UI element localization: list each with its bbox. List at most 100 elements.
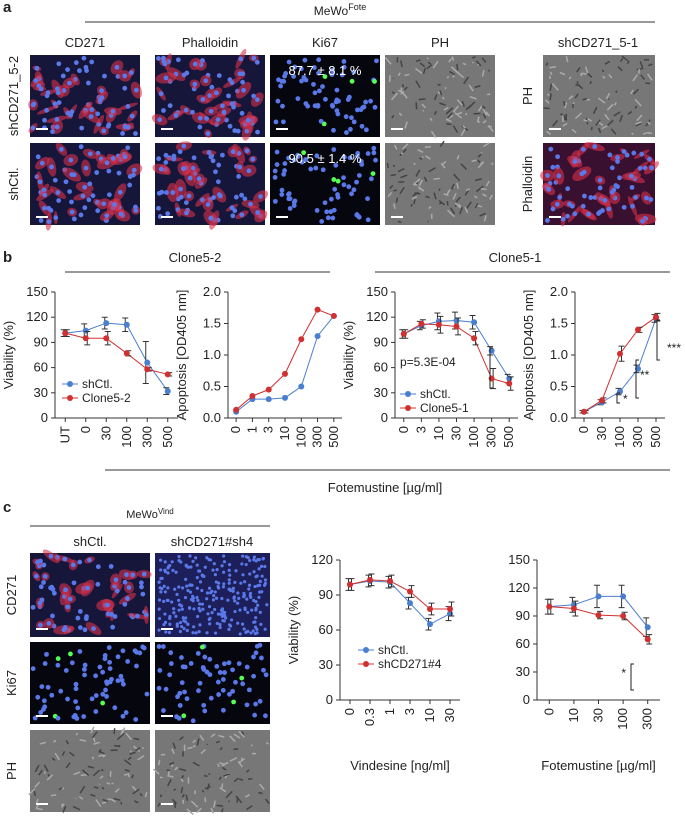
nucleus — [638, 166, 643, 171]
x-axis-label: Fotemustine [µg/ml] — [541, 758, 655, 773]
nucleus — [209, 558, 212, 561]
panel-title: MeWoVind — [126, 507, 173, 521]
panel-title: MeWoFote — [314, 2, 366, 18]
nucleus — [292, 203, 297, 208]
nucleus — [218, 670, 223, 675]
nucleus — [42, 193, 47, 198]
cell — [416, 60, 420, 61]
row-label: Phalloidin — [520, 156, 535, 212]
nucleus — [74, 60, 79, 65]
title-text: MeWo — [314, 4, 349, 18]
nucleus — [221, 677, 226, 682]
nucleus — [122, 602, 127, 607]
nucleus — [630, 204, 635, 209]
nucleus — [274, 119, 279, 124]
nucleus — [216, 680, 221, 685]
y-tick-label: 60 — [374, 360, 388, 375]
cell — [446, 124, 451, 125]
nucleus — [214, 91, 219, 96]
nucleus — [70, 660, 75, 665]
nucleus — [100, 670, 105, 675]
series-line — [584, 317, 656, 412]
nucleus — [164, 621, 167, 624]
nucleus — [133, 717, 138, 722]
nucleus — [87, 182, 92, 187]
x-tick-label: 0 — [228, 426, 243, 433]
nucleus — [56, 198, 61, 203]
cell — [208, 774, 210, 775]
column-label: Ki67 — [312, 35, 338, 50]
cell — [131, 750, 132, 752]
nucleus — [264, 628, 267, 631]
nucleus — [217, 581, 220, 584]
legend-label: shCtl. — [420, 387, 451, 401]
marker — [233, 407, 239, 413]
nucleus — [256, 604, 259, 607]
nucleus — [205, 631, 208, 634]
nucleus — [236, 174, 241, 179]
nucleus — [86, 81, 91, 86]
nucleus — [168, 623, 171, 626]
nucleus — [84, 166, 89, 171]
nucleus — [177, 585, 180, 588]
nucleus — [105, 603, 110, 608]
nucleus — [193, 62, 198, 67]
nucleus — [615, 184, 620, 189]
marker — [635, 327, 641, 333]
nucleus — [263, 713, 268, 718]
micrograph — [540, 140, 661, 227]
nucleus — [212, 594, 215, 597]
nucleus — [42, 118, 47, 123]
overlay-label: 90.5 ± 1.4 % — [289, 151, 362, 166]
legend-marker — [363, 647, 369, 653]
nucleus — [168, 650, 173, 655]
nucleus — [69, 200, 74, 205]
nucleus — [326, 215, 331, 220]
nucleus — [238, 608, 241, 611]
micrograph — [385, 141, 495, 225]
cell — [172, 765, 173, 767]
nucleus — [316, 57, 321, 62]
nucleus — [169, 661, 174, 666]
nucleus — [210, 611, 213, 614]
nucleus — [350, 79, 355, 84]
nucleus — [321, 167, 326, 172]
nucleus — [206, 202, 211, 207]
nucleus — [181, 608, 184, 611]
nucleus — [62, 557, 67, 562]
y-tick-label: 60 — [516, 636, 530, 651]
nucleus — [255, 130, 260, 135]
x-tick-label: 100 — [615, 708, 630, 730]
nucleus — [263, 565, 266, 568]
nucleus — [240, 681, 245, 686]
nucleus — [219, 626, 222, 629]
nucleus — [216, 179, 221, 184]
nucleus — [53, 178, 58, 183]
nucleus — [161, 108, 166, 113]
marker — [315, 307, 321, 313]
cell — [102, 802, 106, 803]
nucleus — [247, 587, 250, 590]
annotation: * — [621, 666, 626, 680]
nucleus — [254, 650, 259, 655]
marker — [103, 335, 109, 341]
marker — [596, 612, 602, 618]
nucleus — [622, 205, 627, 210]
nucleus — [208, 587, 211, 590]
x-tick-label: 100 — [466, 426, 481, 448]
nucleus — [648, 197, 653, 202]
nucleus — [249, 631, 252, 634]
nucleus — [336, 99, 341, 104]
nucleus — [250, 608, 253, 611]
nucleus — [56, 90, 61, 95]
x-tick-label: 3 — [261, 426, 276, 433]
nucleus — [222, 110, 227, 115]
nucleus — [31, 666, 36, 671]
nucleus — [188, 607, 191, 610]
nucleus — [189, 565, 192, 568]
nucleus — [159, 559, 162, 562]
nucleus — [201, 665, 206, 670]
nucleus — [82, 667, 87, 672]
nucleus — [218, 194, 223, 199]
